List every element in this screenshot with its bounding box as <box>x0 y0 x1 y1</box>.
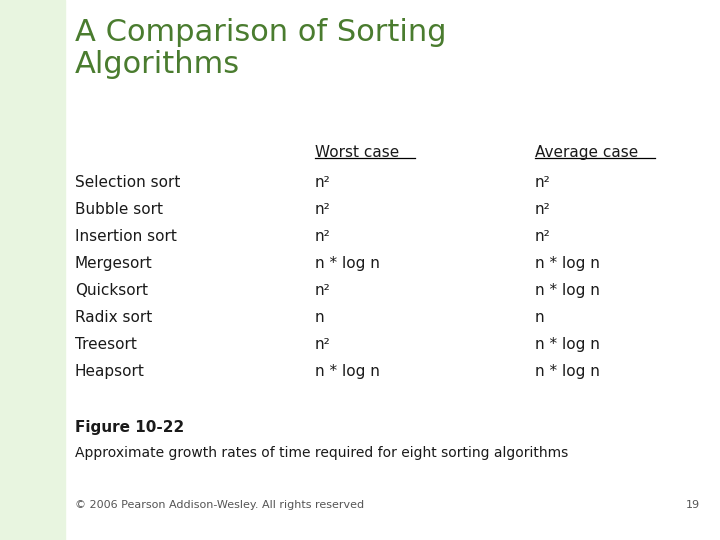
Text: Algorithms: Algorithms <box>75 50 240 79</box>
Text: n * log n: n * log n <box>315 256 380 271</box>
Text: n * log n: n * log n <box>535 364 600 379</box>
Text: Mergesort: Mergesort <box>75 256 153 271</box>
Text: n²: n² <box>315 202 330 217</box>
Text: Radix sort: Radix sort <box>75 310 152 325</box>
Text: n * log n: n * log n <box>535 283 600 298</box>
Text: Figure 10-22: Figure 10-22 <box>75 420 184 435</box>
Text: n²: n² <box>535 202 551 217</box>
Text: A Comparison of Sorting: A Comparison of Sorting <box>75 18 446 47</box>
Text: n²: n² <box>315 283 330 298</box>
Text: n²: n² <box>315 175 330 190</box>
Text: n²: n² <box>315 337 330 352</box>
Text: n²: n² <box>535 229 551 244</box>
Text: Approximate growth rates of time required for eight sorting algorithms: Approximate growth rates of time require… <box>75 446 568 460</box>
Text: Treesort: Treesort <box>75 337 137 352</box>
Text: n²: n² <box>315 229 330 244</box>
Text: n * log n: n * log n <box>535 337 600 352</box>
Bar <box>0 0 65 540</box>
Text: Quicksort: Quicksort <box>75 283 148 298</box>
Text: Selection sort: Selection sort <box>75 175 181 190</box>
Text: 19: 19 <box>686 500 700 510</box>
Text: n * log n: n * log n <box>315 364 380 379</box>
Text: n: n <box>315 310 325 325</box>
Text: n * log n: n * log n <box>535 256 600 271</box>
Text: n²: n² <box>535 175 551 190</box>
Text: Bubble sort: Bubble sort <box>75 202 163 217</box>
Text: Worst case: Worst case <box>315 145 400 160</box>
Text: Heapsort: Heapsort <box>75 364 145 379</box>
Text: Insertion sort: Insertion sort <box>75 229 177 244</box>
Text: Average case: Average case <box>535 145 638 160</box>
Text: n: n <box>535 310 544 325</box>
Text: © 2006 Pearson Addison-Wesley. All rights reserved: © 2006 Pearson Addison-Wesley. All right… <box>75 500 364 510</box>
